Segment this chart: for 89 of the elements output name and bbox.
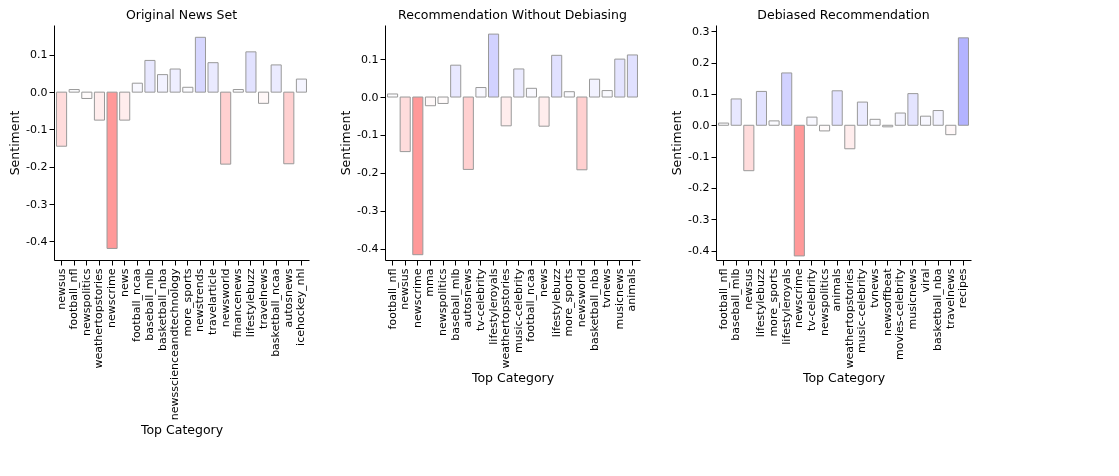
x-tick-label: animals — [625, 268, 639, 312]
x-tick-label: recipes — [956, 268, 970, 309]
x-tick-label: tv-celebrity — [804, 268, 818, 332]
x-tick-label: newsus — [398, 268, 412, 310]
x-tick-label: mma — [423, 268, 437, 297]
x-tick-label: tv-celebrity — [473, 268, 487, 332]
y-tick-label: 0.2 — [692, 56, 710, 70]
y-tick-label: -0.4 — [357, 242, 379, 256]
x-tick-label: weathertopstories — [92, 268, 106, 369]
x-tick-label: travelarticle — [206, 268, 220, 335]
x-tick-label: weathertopstories — [842, 268, 856, 369]
y-tick-label: -0.3 — [26, 197, 48, 211]
x-tick-label: football_nfl — [67, 268, 81, 330]
x-tick-label: autosnews — [281, 268, 295, 328]
x-axis-title: Top Category — [470, 370, 555, 386]
x-tick-label: newspolitics — [79, 268, 93, 336]
x-tick-label: newscrime — [410, 268, 424, 329]
x-tick-label: music-celebrity — [511, 268, 525, 354]
x-tick-label: newstrends — [193, 268, 207, 333]
y-tick-label: 0.0 — [30, 85, 48, 99]
x-tick-label: football_ncaa — [130, 268, 144, 342]
x-tick-label: newscrime — [105, 268, 119, 329]
x-tick-label: newsworld — [218, 268, 232, 328]
y-tick-label: -0.2 — [688, 181, 710, 195]
y-axis-title: Sentiment — [669, 110, 685, 176]
x-tick-label: newscrime — [792, 268, 806, 329]
x-tick-label: news — [117, 268, 131, 297]
y-tick-label: -0.2 — [357, 166, 379, 180]
x-tick-label: football_ncaa — [524, 268, 538, 342]
y-tick-label: -0.1 — [357, 128, 379, 142]
x-tick-label: newspolitics — [817, 268, 831, 336]
x-tick-label: more_sports — [562, 268, 576, 337]
x-tick-label: musicnews — [905, 268, 919, 330]
x-tick-label: football_nfl — [716, 268, 730, 330]
x-tick-label: newsus — [54, 268, 68, 310]
y-tick-label: -0.4 — [688, 244, 710, 258]
x-tick-label: viral — [918, 268, 932, 293]
x-tick-label: travelnews — [256, 268, 270, 329]
x-tick-label: more_sports — [180, 268, 194, 337]
x-axis-title: Top Category — [801, 370, 886, 386]
x-axis-title: Top Category — [139, 422, 224, 438]
x-tick-label: musicnews — [612, 268, 626, 330]
x-tick-label: news — [537, 268, 551, 297]
y-tick-label: 0.3 — [692, 24, 710, 38]
x-tick-label: weathertopstories — [499, 268, 513, 369]
x-tick-label: basketball_ncaa — [269, 268, 283, 357]
y-tick-label: 0.1 — [30, 48, 48, 62]
x-tick-label: basketball_nba — [155, 268, 169, 352]
y-tick-label: -0.4 — [26, 234, 48, 248]
x-tick-label: more_sports — [767, 268, 781, 337]
chart-title: Original News Set — [125, 6, 238, 22]
y-tick-label: -0.1 — [26, 122, 48, 136]
y-tick-label: 0.0 — [361, 90, 379, 104]
y-axis-title: Sentiment — [338, 110, 354, 176]
y-axis-title: Sentiment — [7, 110, 23, 176]
y-tick-label: 0.0 — [692, 118, 710, 132]
x-tick-label: tvnews — [868, 268, 882, 308]
x-tick-label: lifestyleroyals — [779, 268, 793, 345]
chart-title: Debiased Recommendation — [757, 6, 930, 22]
x-tick-label: lifestylebuzz — [243, 268, 257, 338]
x-tick-label: travelnews — [943, 268, 957, 329]
x-tick-label: music-celebrity — [855, 268, 869, 354]
x-tick-label: newsus — [741, 268, 755, 310]
x-tick-label: financenews — [231, 268, 245, 338]
x-tick-label: icehockey_nhl — [294, 268, 308, 346]
chart-title: Recommendation Without Debiasing — [398, 6, 627, 22]
x-tick-label: animals — [830, 268, 844, 312]
y-tick-label: -0.1 — [688, 150, 710, 164]
x-tick-label: baseball_mlb — [448, 268, 462, 341]
x-tick-label: basketball_nba — [931, 268, 945, 352]
y-tick-label: 0.1 — [361, 52, 379, 66]
x-tick-label: lifestylebuzz — [754, 268, 768, 338]
x-tick-label: newsscienceandtechnology — [168, 268, 182, 421]
x-tick-label: lifestylebuzz — [549, 268, 563, 338]
x-tick-label: newspolitics — [436, 268, 450, 336]
y-tick-label: -0.2 — [26, 160, 48, 174]
x-tick-label: lifestyleroyals — [486, 268, 500, 345]
x-tick-label: basketball_nba — [587, 268, 601, 352]
x-tick-label: baseball_mlb — [729, 268, 743, 341]
x-tick-label: tvnews — [600, 268, 614, 308]
x-tick-label: newsworld — [574, 268, 588, 328]
y-tick-label: -0.3 — [688, 212, 710, 226]
x-tick-label: baseball_mlb — [142, 268, 156, 341]
x-tick-label: newsoffbeat — [880, 267, 894, 337]
x-tick-label: autosnews — [461, 268, 475, 328]
x-tick-label: football_nfl — [385, 268, 399, 330]
y-tick-label: 0.1 — [692, 87, 710, 101]
x-tick-label: movies-celebrity — [893, 268, 907, 361]
y-tick-label: -0.3 — [357, 204, 379, 218]
